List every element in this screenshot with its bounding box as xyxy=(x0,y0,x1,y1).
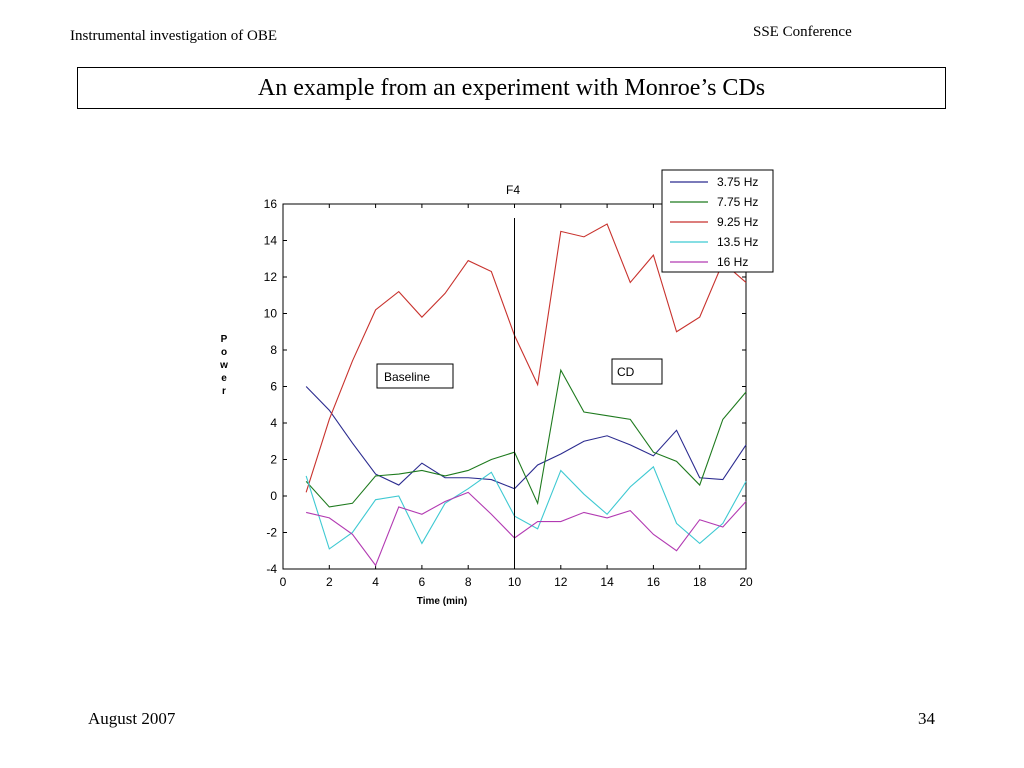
series-line-9-25-hz xyxy=(305,223,747,493)
x-tick-label: 0 xyxy=(280,575,287,589)
slide-title: An example from an experiment with Monro… xyxy=(257,74,766,101)
y-tick-label: 0 xyxy=(270,489,277,503)
x-axis-label: Time (min) xyxy=(417,596,467,607)
header-right-title: SSE Conference xyxy=(753,24,852,40)
legend-entry: 9.25 Hz xyxy=(717,215,758,229)
legend-entry: 3.75 Hz xyxy=(717,175,758,189)
y-tick-label: 14 xyxy=(264,234,278,248)
x-tick-label: 14 xyxy=(600,575,614,589)
y-axis-label-letter: r xyxy=(222,386,226,397)
series-line-7-75-hz xyxy=(305,368,747,508)
y-tick-label: 10 xyxy=(264,307,278,321)
baseline-annotation: Baseline xyxy=(376,363,454,389)
cd-label: CD xyxy=(617,365,635,379)
slide-title-box: An example from an experiment with Monro… xyxy=(77,67,946,109)
x-tick-label: 10 xyxy=(508,575,522,589)
x-tick-label: 20 xyxy=(739,575,753,589)
x-tick-label: 2 xyxy=(326,575,333,589)
legend-entry: 16 Hz xyxy=(717,255,748,269)
y-tick-label: 4 xyxy=(270,416,277,430)
legend-entry: 13.5 Hz xyxy=(717,235,758,249)
header-left-title: Instrumental investigation of OBE xyxy=(70,28,278,44)
y-axis-label-letter: e xyxy=(221,373,227,384)
y-tick-label: -2 xyxy=(266,526,277,540)
x-tick-label: 16 xyxy=(647,575,661,589)
x-tick-label: 8 xyxy=(465,575,472,589)
page-number: 34 xyxy=(918,709,935,728)
cd-annotation: CD xyxy=(611,358,663,385)
y-tick-label: 12 xyxy=(264,270,278,284)
y-axis-label-letter: P xyxy=(221,334,228,345)
footer-date: August 2007 xyxy=(88,709,176,728)
y-tick-label: 16 xyxy=(264,197,278,211)
x-tick-label: 18 xyxy=(693,575,707,589)
baseline-label: Baseline xyxy=(384,370,430,384)
y-axis-label-letter: o xyxy=(221,347,227,358)
y-axis-label-letter: w xyxy=(219,360,228,371)
x-tick-label: 4 xyxy=(372,575,379,589)
x-tick-label: 6 xyxy=(419,575,426,589)
y-tick-label: 6 xyxy=(270,380,277,394)
x-tick-label: 12 xyxy=(554,575,568,589)
series-line-13-5-hz xyxy=(305,465,747,550)
legend: 3.75 Hz 7.75 Hz 9.25 Hz 13.5 Hz 16 Hz xyxy=(661,169,774,273)
y-tick-label: 8 xyxy=(270,343,277,357)
legend-entry: 7.75 Hz xyxy=(717,195,758,209)
series-line-16-hz xyxy=(306,491,747,567)
chart-title: F4 xyxy=(506,183,520,197)
y-tick-label: -4 xyxy=(266,562,277,576)
y-tick-label: 2 xyxy=(270,453,277,467)
